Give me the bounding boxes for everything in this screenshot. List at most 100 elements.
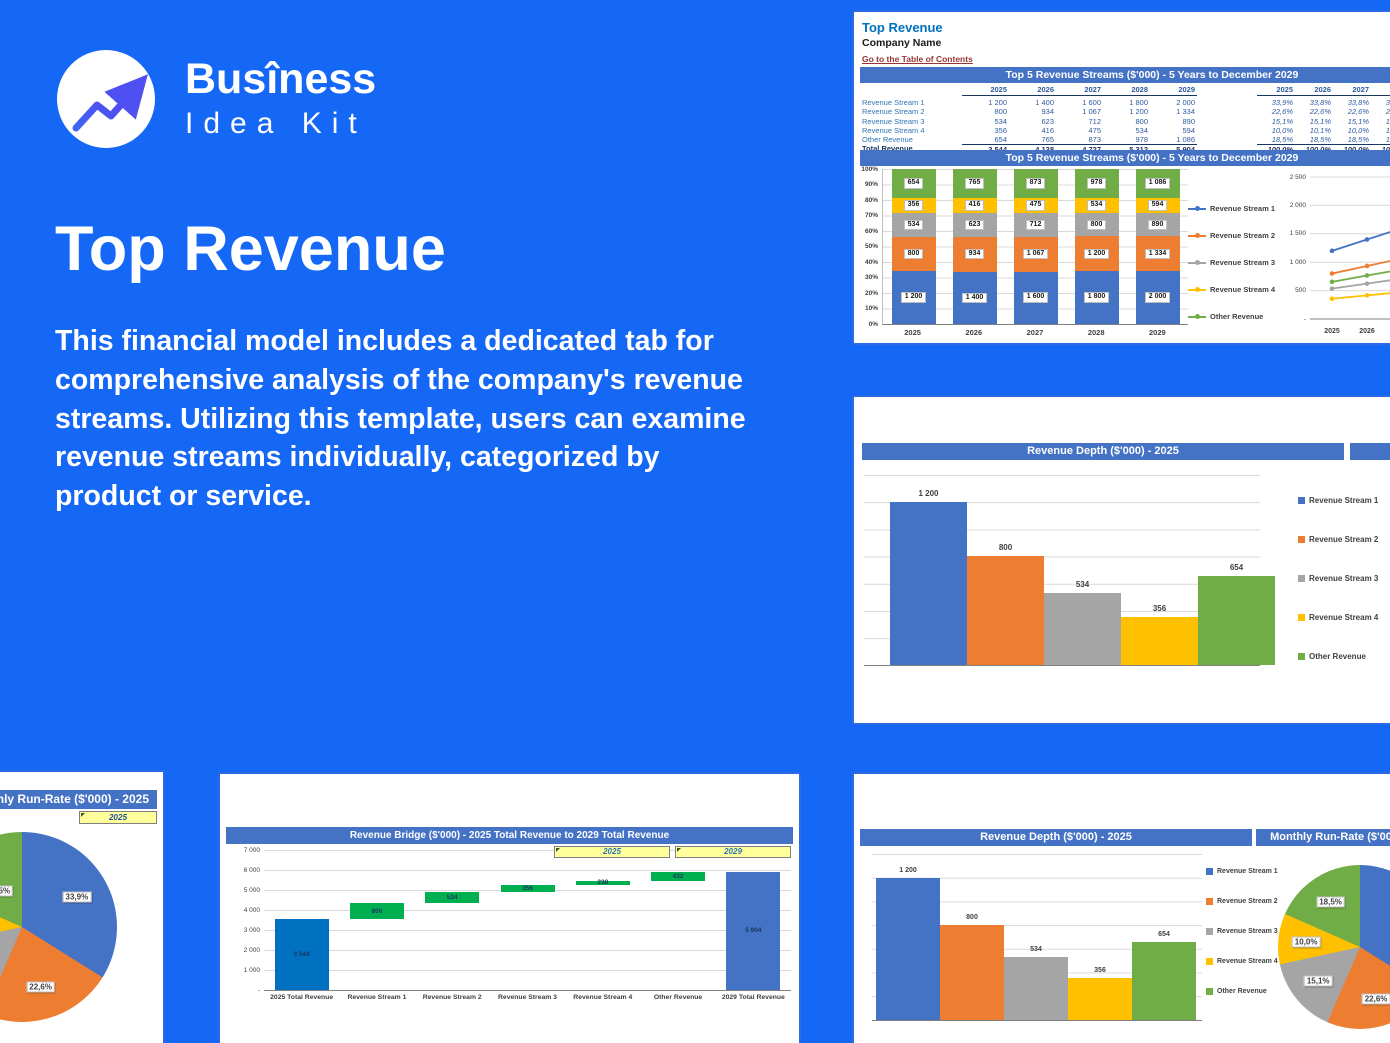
revenue-table: 202520262027202820292025202620272028Reve… bbox=[862, 85, 1390, 154]
axis-tick-label: 2 500 bbox=[1289, 173, 1306, 181]
table-cell: 1 800 bbox=[1129, 98, 1148, 108]
waterfall-bar: 534 bbox=[425, 892, 480, 904]
pie-slice-label: 18,5% bbox=[0, 885, 14, 897]
stacked-plot: 654 356 534 800 1 200 765 416 623 934 1 400 873 475… bbox=[882, 169, 1188, 325]
table-cell: 2027 bbox=[1056, 85, 1103, 97]
waterfall-plot-area: 3 544 800 534 356 238 432 5 904 2025 Total Rev… bbox=[264, 850, 791, 1002]
x-axis-label: 2026 bbox=[965, 327, 983, 337]
axis-tick-label: 2 000 bbox=[1289, 201, 1306, 209]
table-cell: 800 bbox=[994, 107, 1007, 117]
axis-tick-label: - bbox=[257, 986, 260, 994]
stacked-bar-segment: 1 067 bbox=[1013, 236, 1058, 272]
bar-value-label: 1 200 bbox=[918, 489, 939, 499]
bar-value-label: 534 bbox=[446, 894, 458, 902]
legend-marker-dot bbox=[1195, 314, 1200, 319]
legend-marker bbox=[1206, 957, 1213, 965]
bar-value-label: 1 800 bbox=[1083, 292, 1110, 303]
table-cell: Revenue Stream 4 bbox=[862, 125, 925, 135]
axis-tick-label: 2 000 bbox=[243, 946, 260, 954]
bar-value-label: 654 bbox=[903, 178, 924, 189]
panel-revenue-sheet: Top Revenue Company Name Go to the Table… bbox=[852, 10, 1390, 345]
legend-item: Revenue Stream 1 bbox=[1298, 481, 1378, 520]
table-cell: 1 067 bbox=[1082, 107, 1101, 117]
stacked-bar-segment: 800 bbox=[1074, 213, 1119, 237]
bar-value-label: 765 bbox=[964, 178, 985, 189]
axis-tick-label: 6 000 bbox=[243, 866, 260, 874]
legend-item: Revenue Stream 3 bbox=[1206, 916, 1278, 946]
table-cell: 100,0% bbox=[1295, 144, 1333, 154]
bar-value-label: 623 bbox=[964, 219, 985, 231]
stacked-plot-area: 654 356 534 800 1 200 765 416 623 934 1 400 873 475… bbox=[882, 169, 1188, 341]
table-cell: 1 086 bbox=[1176, 135, 1195, 145]
bar-value-label: 1 067 bbox=[1022, 248, 1049, 260]
bar-value-label: 800 bbox=[903, 248, 924, 260]
bar-value-label: 356 bbox=[522, 885, 533, 893]
bar-value-label: 1 400 bbox=[961, 292, 988, 303]
depth-bars: 1 200 800 534 356 654 bbox=[864, 475, 1275, 665]
bar: 534 bbox=[1004, 946, 1068, 1020]
bar-value-label: 534 bbox=[1086, 200, 1107, 211]
bar-value-label: 1 200 bbox=[899, 866, 917, 874]
table-cell: 33,8% bbox=[1309, 98, 1331, 108]
bridge-header-bar: Revenue Bridge ($'000) - 2025 Total Reve… bbox=[226, 827, 793, 844]
waterfall-bar: 238 bbox=[575, 879, 630, 886]
legend-marker bbox=[1206, 927, 1213, 935]
table-cell: 2028 bbox=[1371, 85, 1390, 97]
legend-item: Other Revenue bbox=[1206, 976, 1278, 1006]
stacked-bar-segment: 534 bbox=[891, 213, 936, 237]
x-axis-label: Other Revenue bbox=[653, 994, 703, 1001]
bar-value-label: 3 544 bbox=[293, 951, 310, 959]
table-cell: 10,0% bbox=[1385, 125, 1390, 135]
bar-value-label: 800 bbox=[998, 543, 1013, 553]
table-cell: 800 bbox=[1135, 116, 1148, 126]
table-cell: 2029 bbox=[1150, 85, 1197, 97]
table-cell: 1 334 bbox=[1176, 107, 1195, 117]
stacked-bar-segment: 934 bbox=[952, 236, 997, 272]
toc-link[interactable]: Go to the Table of Contents bbox=[862, 54, 973, 64]
company-name: Company Name bbox=[862, 37, 942, 49]
table-cell: 22,6% bbox=[1385, 107, 1390, 117]
run-rate-header-bar: Monthly Run-Rate ($'000) - 2025 bbox=[0, 790, 157, 809]
bar-value-label: 1 600 bbox=[1022, 292, 1049, 303]
page-description: This financial model includes a dedicate… bbox=[55, 325, 746, 512]
bar-value-label: 534 bbox=[1030, 945, 1042, 953]
legend-item: Revenue Stream 3 bbox=[1298, 559, 1378, 598]
legend-label: Revenue Stream 1 bbox=[1309, 496, 1379, 505]
legend-item: Revenue Stream 4 bbox=[1206, 946, 1278, 976]
year-filter-start[interactable]: 2025 bbox=[554, 846, 670, 858]
table-cell: 4 727 bbox=[1056, 144, 1103, 154]
year-filter-input[interactable]: 2025 bbox=[79, 811, 157, 824]
bar-value-label: 475 bbox=[1025, 200, 1046, 211]
bar-value-label: 654 bbox=[1158, 931, 1170, 939]
year-filter-end[interactable]: 2029 bbox=[675, 846, 791, 858]
stacked-bar-segment: 800 bbox=[891, 236, 936, 272]
bar: 356 bbox=[1121, 604, 1198, 665]
stacked-bar: 765 416 623 934 1 400 bbox=[952, 169, 997, 324]
table-cell: 33,8% bbox=[1385, 98, 1390, 108]
table-cell: 594 bbox=[1182, 125, 1195, 135]
table-cell: 765 bbox=[1041, 135, 1054, 145]
bar: 356 bbox=[1068, 967, 1132, 1020]
legend-item: Revenue Stream 1 bbox=[1206, 856, 1278, 886]
table-cell: 100,0% bbox=[1371, 144, 1390, 154]
brand-name-line1: Busîness bbox=[185, 55, 377, 104]
legend-label: Revenue Stream 3 bbox=[1210, 258, 1276, 267]
x-axis-label: Revenue Stream 2 bbox=[422, 994, 482, 1001]
legend-label: Revenue Stream 1 bbox=[1217, 867, 1278, 875]
x-axis-label: 2029 bbox=[1149, 327, 1166, 337]
bar-value-label: 2 000 bbox=[1144, 292, 1171, 303]
stacked-y-axis: 100% 90% 80% 70% 60% 50% 40% 30% 20% 10% 0% bbox=[858, 166, 882, 328]
table-cell: 890 bbox=[1182, 116, 1195, 126]
legend-item: Other Revenue bbox=[1188, 303, 1276, 330]
combo-bars: 1 200 800 534 356 654 bbox=[872, 854, 1202, 1020]
axis-tick-label: 1 500 bbox=[1289, 230, 1306, 238]
header-bar-stub bbox=[1350, 443, 1390, 460]
stacked-x-axis: 2025 2026 2027 2028 2029 bbox=[882, 325, 1188, 339]
bar-value-label: 356 bbox=[1152, 603, 1167, 613]
table-cell: 15,1% bbox=[1309, 116, 1331, 126]
table-cell: 100,0% bbox=[1333, 144, 1371, 154]
stacked-bar-segment: 712 bbox=[1013, 213, 1058, 237]
legend-item: Revenue Stream 3 bbox=[1188, 249, 1276, 276]
axis-tick-label: 0% bbox=[868, 320, 878, 328]
pie-slice-label: 33,9% bbox=[62, 891, 92, 903]
